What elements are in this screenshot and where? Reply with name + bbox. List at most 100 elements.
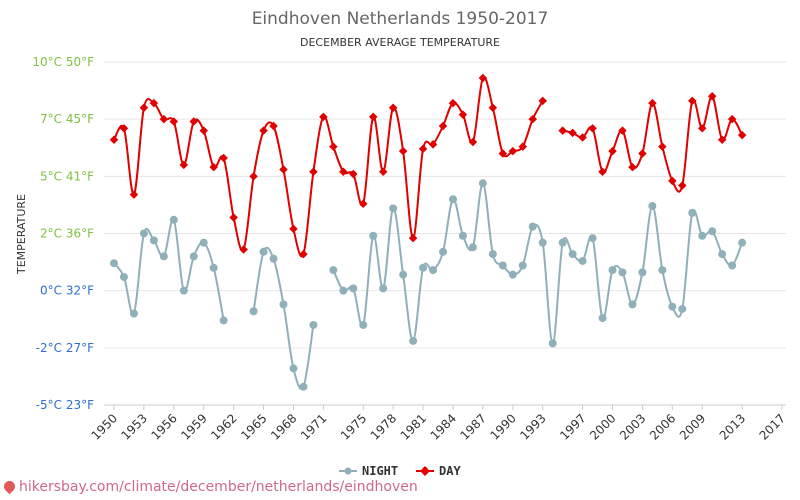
series-night-point[interactable] [568,250,577,259]
series-day-point[interactable] [658,142,667,151]
series-day-point[interactable] [319,112,328,122]
series-night-point[interactable] [518,261,527,270]
series-night-point[interactable] [488,250,497,259]
series-day-point[interactable] [349,169,358,179]
series-night-point[interactable] [279,300,288,309]
series-night-point[interactable] [269,254,278,263]
series-night-point[interactable] [309,320,318,329]
series-night-point[interactable] [538,238,547,247]
series-day-point[interactable] [378,167,388,177]
series-night-point[interactable] [439,247,448,256]
series-day-point[interactable] [359,199,368,209]
series-night-point[interactable] [369,231,378,240]
series-night-point[interactable] [129,309,138,318]
series-night-point[interactable] [199,238,208,247]
series-night-point[interactable] [658,266,667,275]
series-night-point[interactable] [728,261,737,270]
series-night-point[interactable] [618,268,627,277]
series-day-point[interactable] [678,181,687,190]
series-day-point[interactable] [588,124,597,133]
legend-item-day[interactable]: DAY [416,464,461,478]
series-day-point[interactable] [269,121,278,131]
series-night-point[interactable] [389,204,398,213]
series-night-point[interactable] [628,300,637,309]
series-day-point[interactable] [149,98,159,108]
series-night-point[interactable] [399,270,408,279]
series-night-point[interactable] [189,252,198,261]
series-night-point[interactable] [498,261,507,270]
series-night-point[interactable] [259,247,268,256]
series-night-point[interactable] [169,215,178,224]
series-night-point[interactable] [419,263,428,272]
series-day-point[interactable] [129,190,139,199]
series-night-point[interactable] [249,307,258,316]
series-night-point[interactable] [329,266,338,275]
series-day-point[interactable] [697,124,707,133]
series-day-point[interactable] [428,140,438,149]
series-day-point[interactable] [538,96,547,106]
series-night-point[interactable] [379,284,388,293]
series-day-point[interactable] [139,103,149,112]
series-day-point[interactable] [488,103,498,112]
series-day-point[interactable] [289,224,298,234]
series-night-point[interactable] [339,286,348,295]
series-day-point[interactable] [368,112,378,122]
series-day-point[interactable] [408,233,418,243]
series-day-point[interactable] [329,142,338,151]
series-day-point[interactable] [259,126,268,135]
series-day-point[interactable] [179,160,189,170]
series-night-point[interactable] [149,236,158,245]
series-day-point[interactable] [239,245,248,254]
series-night-point[interactable] [458,231,467,240]
series-night-point[interactable] [409,336,418,345]
series-night-point[interactable] [209,263,218,272]
series-day-point[interactable] [628,162,637,172]
series-day-point[interactable] [528,114,537,124]
series-day-point[interactable] [339,167,348,177]
series-night-point[interactable] [448,195,457,204]
series-day-point[interactable] [418,144,428,154]
source-watermark[interactable]: hikersbay.com/climate/december/netherlan… [1,478,418,495]
series-night-point[interactable] [708,227,717,236]
series-night-point[interactable] [688,208,697,217]
series-night-point[interactable] [668,302,677,311]
series-night-point[interactable] [738,238,747,247]
series-night-point[interactable] [299,382,308,391]
series-day-point[interactable] [199,126,208,135]
series-night-point[interactable] [159,252,168,261]
series-day-point[interactable] [638,149,647,158]
series-night-point[interactable] [179,286,188,295]
series-night-point[interactable] [598,314,607,323]
series-night-point[interactable] [139,229,148,238]
series-night-point[interactable] [349,284,358,293]
series-night-point[interactable] [608,266,617,275]
series-night-point[interactable] [638,268,647,277]
series-day-point[interactable] [159,114,169,124]
series-day-point[interactable] [279,165,288,174]
series-day-point[interactable] [668,176,677,186]
series-night-point[interactable] [508,270,517,279]
series-day-point[interactable] [737,130,747,140]
series-night-point[interactable] [468,243,477,252]
series-day-point[interactable] [608,146,617,156]
series-day-point[interactable] [189,117,199,126]
series-day-point[interactable] [249,172,258,181]
series-day-point[interactable] [558,126,567,135]
series-night-point[interactable] [119,272,128,281]
series-night-point[interactable] [648,202,657,211]
series-night-point[interactable] [558,238,567,247]
series-night-point[interactable] [678,304,687,313]
series-night-point[interactable] [289,364,298,373]
series-day-point[interactable] [388,103,398,112]
series-day-point[interactable] [299,249,308,259]
series-day-point[interactable] [209,162,218,172]
series-night-point[interactable] [478,179,487,188]
series-night-point[interactable] [219,316,228,325]
series-day-point[interactable] [568,128,577,138]
series-day-point[interactable] [468,137,478,147]
series-day-point[interactable] [448,98,458,108]
series-day-point[interactable] [109,135,119,144]
series-night-point[interactable] [698,231,707,240]
series-night-point[interactable] [588,234,597,243]
series-night-point[interactable] [578,256,587,265]
